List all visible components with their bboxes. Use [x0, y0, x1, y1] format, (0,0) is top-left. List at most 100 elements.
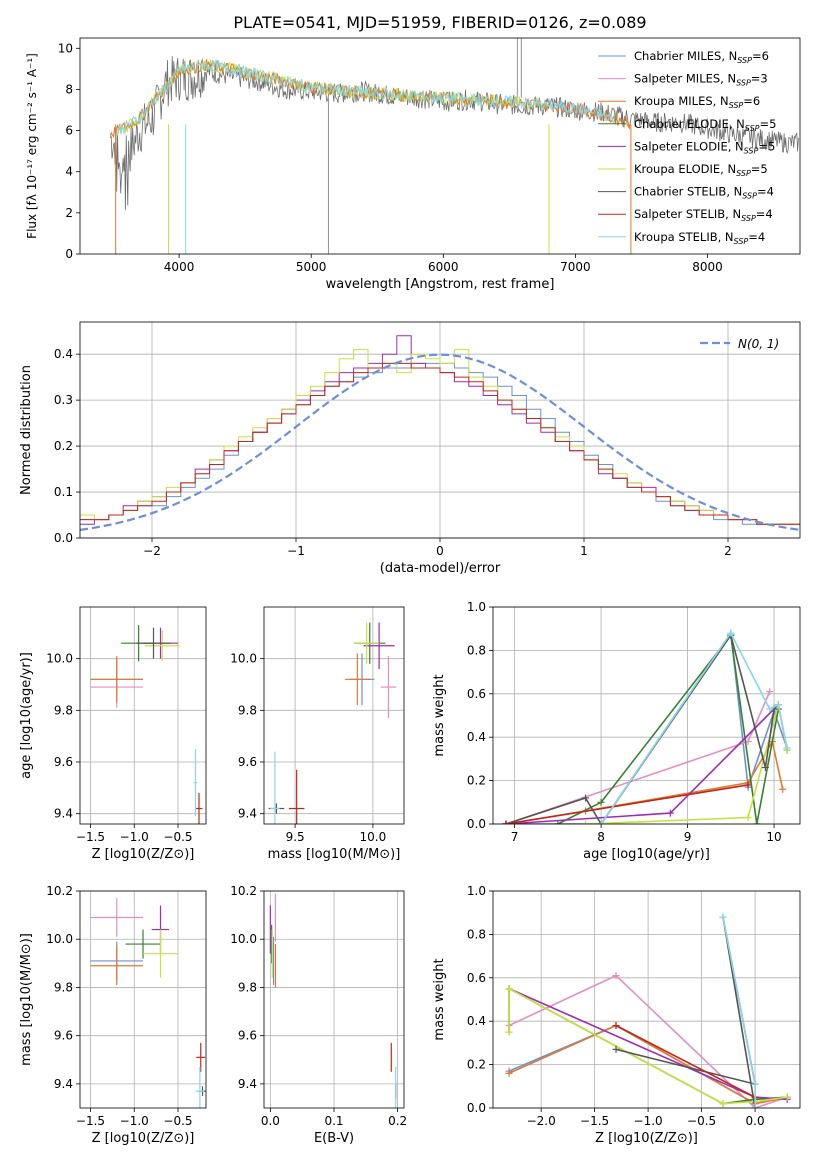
- y-tick-label: 9.8: [54, 703, 73, 717]
- legend-series-name: Salpeter STELIB: [634, 207, 725, 221]
- y-tick-label: 0.4: [467, 1014, 486, 1028]
- errorbar-point: [363, 622, 395, 669]
- y-tick-label: 0.2: [467, 1058, 486, 1072]
- y-axis-label: Flux [fλ 10⁻¹⁷ erg cm⁻² s⁻¹ A⁻¹]: [25, 53, 39, 239]
- y-axis-label: mass weight: [432, 674, 447, 756]
- weight-marker: [766, 705, 774, 713]
- legend-label: Chabrier MILES, NSSP=6: [634, 49, 769, 65]
- legend-nssp-value: =6: [743, 94, 760, 108]
- y-tick-label: 8: [65, 82, 73, 96]
- y-tick-label: 9.8: [54, 980, 73, 994]
- plot-area-mass_vs_Z: [90, 898, 206, 1108]
- legend-label: Chabrier STELIB, NSSP=4: [634, 185, 774, 201]
- x-tick-label: 0.0: [261, 1114, 280, 1128]
- y-tick-label: 10.0: [230, 652, 257, 666]
- errorbar-point: [195, 793, 203, 824]
- errorbar-point: [90, 898, 143, 937]
- legend-nssp-subscript: SSP: [736, 169, 751, 178]
- weight-marker: [554, 820, 562, 824]
- weight-marker: [779, 785, 787, 793]
- legend-label: Kroupa MILES, NSSP=6: [634, 94, 760, 110]
- plot-area-spectrum: [109, 38, 799, 254]
- weight-line-chabrier-stelib: [615, 916, 757, 1108]
- y-tick-label: 0.0: [467, 1101, 486, 1115]
- y-tick-label: 9.4: [54, 1077, 73, 1091]
- legend-nssp-value: =6: [752, 49, 769, 63]
- weight-line-kroupa-miles: [508, 1024, 788, 1105]
- legend-nssp-symbol: , N: [725, 207, 741, 221]
- y-tick-label: 0.2: [54, 439, 73, 453]
- y-tick-label: 10.0: [230, 932, 257, 946]
- legend-label: Salpeter STELIB, NSSP=4: [634, 207, 773, 223]
- legend-nssp-symbol: , N: [729, 117, 745, 131]
- y-tick-label: 10.2: [230, 884, 257, 898]
- y-tick-label: 0.6: [467, 687, 486, 701]
- weight-marker: [761, 764, 769, 772]
- legend-series-name: Chabrier MILES: [634, 49, 721, 63]
- y-tick-label: 9.4: [238, 807, 257, 821]
- y-tick-label: 0.1: [54, 485, 73, 499]
- y-tick-label: 10.0: [46, 652, 73, 666]
- y-tick-label: 0: [65, 247, 73, 261]
- plot-area-residual_histogram: [80, 335, 800, 531]
- weight-marker: [505, 1069, 513, 1077]
- normal-curve: [80, 353, 800, 531]
- legend-nssp-subscript: SSP: [744, 146, 759, 155]
- errorbar-point: [143, 929, 178, 978]
- weight-marker: [612, 1022, 620, 1030]
- legend-nssp-symbol: , N: [728, 139, 744, 153]
- legend-label: Kroupa ELODIE, NSSP=5: [634, 162, 768, 178]
- y-tick-label: 0.0: [467, 817, 486, 831]
- weight-marker: [582, 794, 590, 802]
- x-axis-label: mass [log10(M/M⊙)]: [268, 847, 401, 862]
- y-tick-label: 10: [58, 41, 73, 55]
- errorbar-point: [354, 622, 380, 664]
- errorbar-point: [195, 1067, 205, 1108]
- axes-mass_weight_vs_Z: −2.0 −1.5 −1.0 −0.5 0.0 0.0 0.2 0.4 0.6 0.8 1.0 Z […: [432, 884, 801, 1146]
- legend-nssp-subscript: SSP: [729, 101, 744, 110]
- errorbar-point: [344, 653, 370, 706]
- axes-frame: [79, 37, 801, 255]
- y-tick-label: 6: [65, 124, 73, 138]
- x-tick-label: 0: [436, 544, 444, 558]
- legend-nssp-value: =5: [758, 139, 775, 153]
- y-tick-label: 9.6: [54, 755, 73, 769]
- axes-residual_histogram: −2 −1 0 1 2 0.0 0.1 0.2 0.3 0.4 (data-model)/error…: [19, 321, 801, 576]
- legend-series-name: Kroupa MILES: [634, 94, 713, 108]
- legend-label: N(0, 1): [738, 337, 779, 351]
- x-tick-label: 6000: [428, 260, 459, 274]
- y-tick-label: 2: [65, 206, 73, 220]
- weight-marker: [751, 1080, 759, 1088]
- y-tick-label: 9.8: [238, 980, 257, 994]
- y-axis-label: Normed distribution: [19, 365, 34, 495]
- x-tick-label: −1.0: [634, 1114, 663, 1128]
- weight-marker: [719, 913, 727, 921]
- x-tick-label: 9: [684, 830, 692, 844]
- axes-frame: [492, 606, 801, 825]
- x-axis-label: age [log10(age/yr)]: [583, 847, 710, 862]
- weight-line-salpeter-stelib: [505, 784, 749, 824]
- weight-marker: [719, 1100, 727, 1108]
- legend-nssp-value: =4: [748, 230, 765, 244]
- y-axis-label: mass weight: [432, 958, 447, 1040]
- axes-frame: [492, 890, 801, 1109]
- x-tick-label: 0.0: [746, 1114, 765, 1128]
- legend-label: Salpeter ELODIE, NSSP=5: [634, 139, 775, 155]
- weight-marker: [502, 820, 510, 824]
- y-tick-label: 4: [65, 165, 73, 179]
- errorbar-point: [136, 627, 171, 659]
- axes-age_vs_Z: −1.5 −1.0 −0.5 9.4 9.6 9.8 10.0 Z [log10(Z/Z⊙)]…: [19, 606, 207, 862]
- errorbar-point: [193, 749, 198, 817]
- axes-frame: [263, 606, 405, 825]
- legend-nssp-symbol: , N: [720, 162, 736, 176]
- legend-label: Chabrier ELODIE, NSSP=5: [634, 117, 776, 133]
- legend-series-name: Kroupa STELIB: [634, 230, 718, 244]
- legend-nssp-symbol: , N: [720, 72, 736, 86]
- x-tick-label: −1.5: [580, 1114, 609, 1128]
- x-tick-label: 7: [511, 830, 519, 844]
- x-axis-label: Z [log10(Z/Z⊙)]: [92, 1131, 195, 1146]
- plot-area-mass_weight_vs_age: [502, 629, 791, 824]
- x-tick-label: 4000: [164, 260, 195, 274]
- weight-marker: [783, 744, 791, 752]
- y-tick-label: 9.4: [238, 1077, 257, 1091]
